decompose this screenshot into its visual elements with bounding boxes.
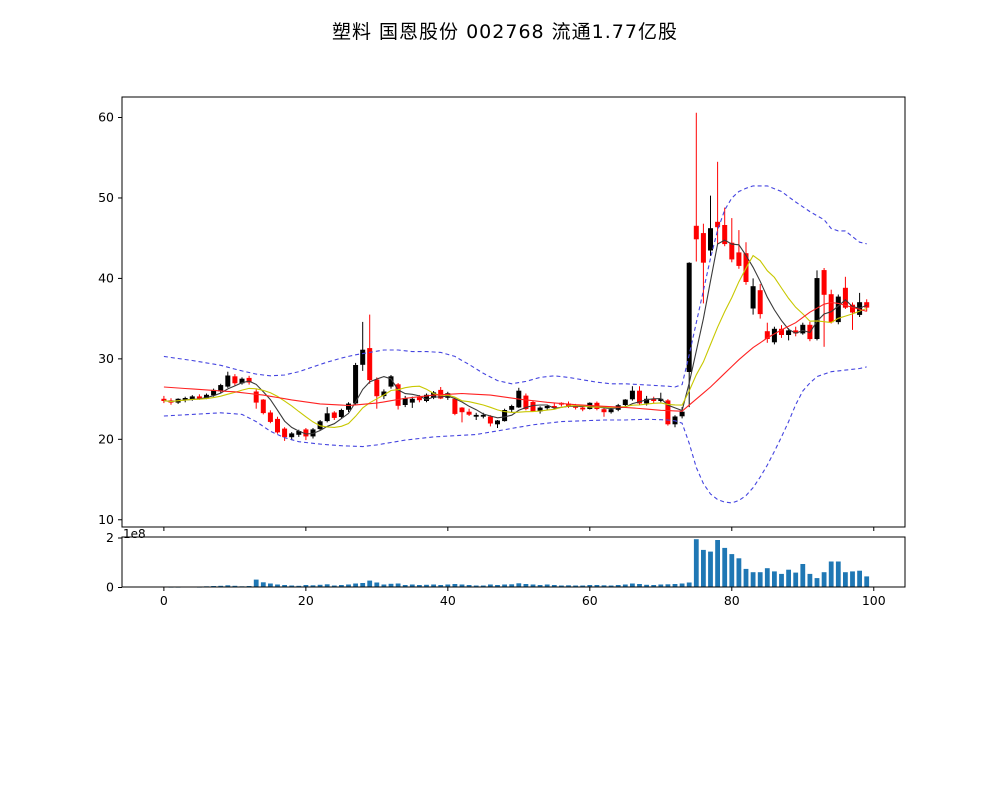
volume-bars xyxy=(161,539,870,588)
volume-panel xyxy=(161,539,870,588)
ma-slow-line xyxy=(163,301,867,412)
x-tick-label: 0 xyxy=(160,593,168,608)
price-panel xyxy=(161,112,870,504)
price-panel-border xyxy=(121,96,906,528)
bollinger-lower-line xyxy=(163,366,867,504)
x-tick-label: 80 xyxy=(724,593,740,608)
candles xyxy=(161,112,870,441)
price-tick-label: 40 xyxy=(98,270,114,285)
price-tick-label: 60 xyxy=(98,110,114,125)
chart-title: 塑料 国恩股份 002768 流通1.77亿股 xyxy=(332,21,678,43)
volume-tick-label: 0 xyxy=(106,580,114,595)
x-tick-label: 20 xyxy=(298,593,314,608)
volume-offset-label: 1e8 xyxy=(123,527,146,541)
x-tick-label: 40 xyxy=(440,593,456,608)
x-tick-label: 60 xyxy=(582,593,598,608)
bollinger-upper-line xyxy=(163,185,867,388)
price-tick-label: 50 xyxy=(98,190,114,205)
volume-panel-border xyxy=(121,536,906,588)
price-tick-label: 20 xyxy=(98,431,114,446)
ma-fast-line xyxy=(163,239,867,435)
volume-tick-label: 2 xyxy=(106,530,114,545)
axes: 10 20 30 40 50 60 0 20 40 60 80 100 0 2 1e8 xyxy=(98,96,906,608)
price-tick-label: 10 xyxy=(98,512,114,527)
ma-med-line xyxy=(163,254,867,428)
price-tick-label: 30 xyxy=(98,351,114,366)
x-tick-label: 100 xyxy=(862,593,886,608)
